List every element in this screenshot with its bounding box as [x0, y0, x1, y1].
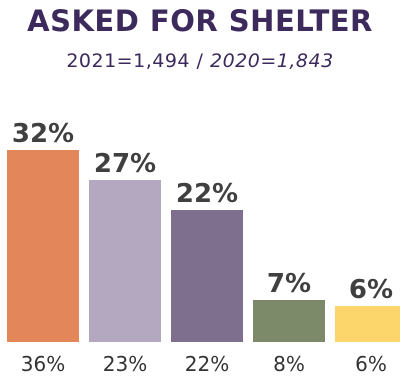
- previous-year-label-1: 36%: [21, 352, 65, 376]
- bar-4: [253, 300, 325, 342]
- bar-value-label-1: 32%: [12, 119, 74, 149]
- bar-1: [7, 150, 79, 342]
- subtitle-separator: /: [190, 50, 210, 72]
- bar-2: [89, 180, 161, 342]
- bar-value-label-2: 27%: [94, 149, 156, 179]
- previous-year-label-3: 22%: [185, 352, 229, 376]
- previous-year-label-4: 8%: [273, 352, 305, 376]
- bar-value-label-3: 22%: [176, 179, 238, 209]
- page-title: ASKED FOR SHELTER: [27, 4, 373, 38]
- subtitle-current-year: 2021=1,494: [66, 50, 190, 72]
- previous-year-label-5: 6%: [355, 352, 387, 376]
- bar-value-label-5: 6%: [349, 275, 393, 305]
- bar-5: [335, 306, 400, 342]
- bar-3: [171, 210, 243, 342]
- chart-subtitle: 2021=1,494 / 2020=1,843: [0, 50, 400, 72]
- subtitle-previous-year: 2020=1,843: [209, 50, 334, 72]
- bar-value-label-4: 7%: [267, 269, 311, 299]
- previous-year-label-2: 23%: [103, 352, 147, 376]
